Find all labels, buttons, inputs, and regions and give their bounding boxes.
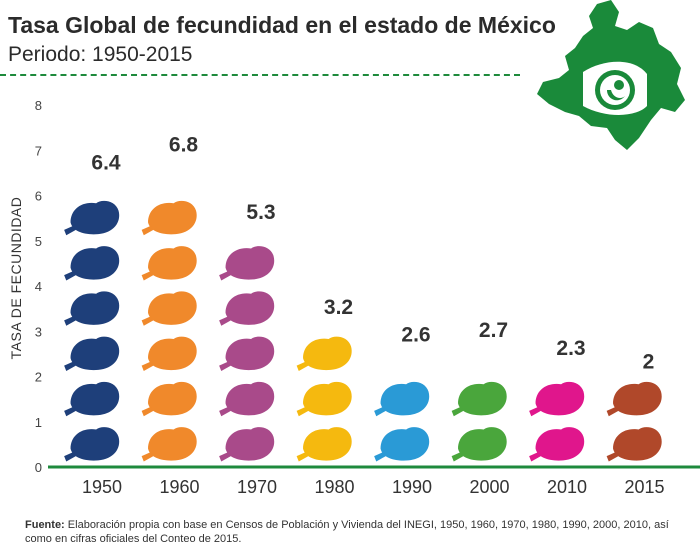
x-tick-label: 1950 [82, 477, 122, 497]
bar-1970 [219, 227, 275, 462]
fetus-icon [606, 427, 662, 462]
source-label: Fuente: [25, 519, 65, 531]
data-label: 5.3 [246, 201, 275, 224]
fetus-icon [141, 246, 197, 281]
x-tick-label: 2000 [469, 477, 509, 497]
y-axis-label: TASA DE FECUNDIDAD [8, 197, 24, 360]
fetus-icon [64, 291, 120, 326]
y-tick-label: 1 [35, 415, 42, 430]
data-label: 2 [643, 351, 655, 374]
fetus-icon [141, 427, 197, 462]
x-tick-label: 1970 [237, 477, 277, 497]
y-tick-label: 7 [35, 143, 42, 158]
fetus-icon [374, 427, 430, 462]
fetus-icon [64, 246, 120, 281]
y-tick-label: 3 [35, 324, 42, 339]
fetus-icon [606, 381, 662, 417]
fetus-icon [529, 381, 585, 417]
fetus-icon [141, 336, 197, 371]
fetus-icon [141, 381, 197, 417]
page-title: Tasa Global de fecundidad en el estado d… [8, 12, 556, 38]
y-tick-label: 8 [35, 98, 42, 113]
y-tick-label: 0 [35, 460, 42, 475]
fetus-icon [64, 427, 120, 462]
y-tick-label: 5 [35, 234, 42, 249]
fetus-icon [451, 381, 507, 417]
y-tick-label: 6 [35, 189, 42, 204]
y-tick-label: 2 [35, 370, 42, 385]
fetus-icon [296, 427, 352, 462]
fetus-icon [64, 381, 120, 417]
bar-1960 [141, 159, 197, 462]
data-label: 2.3 [556, 337, 585, 360]
fetus-icon [141, 291, 197, 326]
fetus-icon [451, 427, 507, 462]
x-tick-label: 1960 [159, 477, 199, 497]
fetus-icon [64, 336, 120, 371]
bar-1990 [374, 349, 430, 462]
data-label: 2.7 [479, 319, 508, 342]
source-note: Fuente: Elaboración propia con base en C… [25, 518, 695, 546]
header-divider [0, 74, 520, 76]
map-icon [537, 0, 685, 150]
fetus-icon [529, 427, 585, 462]
fetus-icon [296, 381, 352, 417]
x-tick-label: 1990 [392, 477, 432, 497]
bar-2015 [606, 381, 662, 462]
fetus-icon [141, 200, 197, 236]
fetus-icon [374, 381, 430, 417]
fetus-icon [219, 246, 275, 281]
fetus-icon-partial [141, 159, 197, 190]
x-tick-label: 2015 [624, 477, 664, 497]
data-label: 3.2 [324, 296, 353, 319]
fecundidad-chart: 0 1 2 3 4 5 6 7 8 TASA DE FECUNDIDAD 1950 1960 1970… [8, 98, 700, 497]
fetus-icon [219, 427, 275, 462]
y-tick-label: 4 [35, 279, 42, 294]
data-label: 6.4 [91, 151, 121, 174]
fetus-icon [219, 381, 275, 417]
data-label: 6.8 [169, 133, 199, 156]
x-tick-label: 2010 [547, 477, 587, 497]
page-subtitle: Periodo: 1950-2015 [8, 43, 193, 66]
x-tick-label: 1980 [314, 477, 354, 497]
fetus-icon [296, 336, 352, 371]
source-text: Elaboración propia con base en Censos de… [25, 519, 669, 545]
bar-1950 [64, 177, 120, 462]
fetus-icon [219, 336, 275, 371]
fetus-icon [219, 291, 275, 326]
bar-2000 [451, 344, 507, 462]
data-label: 2.6 [401, 323, 430, 346]
fetus-icon [64, 200, 120, 236]
